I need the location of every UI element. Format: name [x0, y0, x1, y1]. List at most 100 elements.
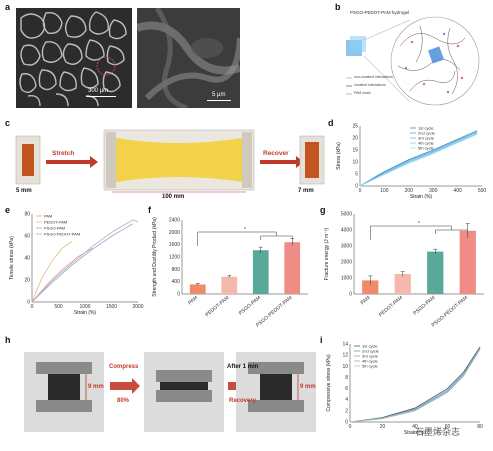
compression-illustration — [24, 352, 316, 432]
legend-label-1: 1st cycle — [418, 125, 434, 130]
y-tick-label: 4000 — [341, 228, 352, 234]
sem-porous-texture — [16, 8, 132, 108]
panel-label-a: a — [5, 2, 11, 12]
legend-label-2: 2nd cycle — [362, 348, 380, 353]
significance-bracket-inner — [435, 229, 468, 234]
legend-noncovalent: non-covalent interactions — [354, 75, 393, 79]
y-tick-label: 0 — [349, 292, 352, 298]
category-label-2: PEDOT-PAM — [378, 295, 404, 318]
bar-3 — [252, 250, 269, 294]
x-tick-label: 0 — [359, 188, 362, 194]
category-label-4: PSGO-PEDOT-PAM — [431, 295, 469, 329]
category-label-1: PAM — [187, 295, 199, 306]
significance-bracket — [197, 231, 277, 246]
compression-photo-row: 9 mm Compress 80% After 1 min Recovery 9… — [12, 340, 317, 446]
legend-label-5: 5th cycle — [362, 363, 379, 368]
x-axis-title: Strain (%) — [404, 430, 427, 436]
x-axis-title: Strain (%) — [410, 194, 433, 200]
legend-label-3: 3rd cycle — [418, 135, 435, 140]
schematic-drawing — [346, 16, 480, 106]
y-axis-title: Compressive stress (kPa) — [326, 354, 332, 412]
bar-1 — [362, 280, 379, 294]
x-tick-label: 500 — [54, 304, 63, 310]
y-tick-label: 25 — [352, 124, 358, 130]
x-tick-label: 300 — [429, 188, 438, 194]
x-tick-label: 100 — [380, 188, 389, 194]
compress-percent: 80% — [117, 398, 130, 404]
schematic-title: PSGO-PEDOT-PAM hydrogel — [350, 10, 410, 15]
legend-label-1: 1st cycle — [362, 343, 378, 348]
series-line-5 — [359, 134, 478, 187]
x-tick-label: 400 — [453, 188, 462, 194]
panel-label-i: i — [320, 335, 323, 345]
series-line-1 — [359, 130, 478, 187]
watermark: 石墨烯杂志 — [415, 427, 461, 437]
y-tick-label: 15 — [352, 148, 358, 154]
bar-1 — [189, 284, 206, 294]
series-line-1 — [349, 346, 481, 423]
y-tick-label: 0 — [355, 184, 358, 190]
y-tick-label: 6 — [345, 386, 348, 392]
significance-mark: * — [418, 221, 420, 227]
legend-label-2: 2nd cycle — [418, 130, 436, 135]
series-line-3 — [31, 223, 134, 303]
y-tick-label: 3000 — [341, 244, 352, 250]
significance-mark: * — [244, 227, 246, 233]
y-tick-label: 40 — [24, 256, 30, 262]
legend-pam-chain: PAM chain — [354, 91, 371, 95]
after-time-label: After 1 min — [227, 364, 259, 370]
legend-label-4: PSGO-PEDOT-PAM — [44, 231, 80, 236]
recovery-label: Recovery — [229, 398, 257, 404]
x-tick-label: 1500 — [106, 304, 117, 310]
panel-label-c: c — [5, 118, 11, 128]
scale-bar-2 — [207, 100, 231, 101]
category-label-2: PEDOT-PAM — [204, 295, 230, 318]
y-tick-label: 1600 — [169, 242, 180, 248]
category-label-1: PAM — [360, 295, 372, 306]
schematic-hydrogel: PSGO-PEDOT-PAM hydrogel non-covalent int… — [340, 6, 490, 111]
recover-label: Recover — [263, 150, 289, 157]
series-line-5 — [349, 349, 481, 423]
height-start: 9 mm — [88, 384, 104, 390]
chart-f-strength-ductility: 0 400 800 1200 1600 2000 2400 PAM PEDOT-PAM PSGO-… — [152, 217, 308, 329]
x-tick-label: 0 — [349, 424, 352, 430]
y-tick-label: 8 — [345, 375, 348, 381]
x-tick-label: 0 — [31, 304, 34, 310]
panel-label-e: e — [5, 205, 11, 215]
length-end: 7 mm — [298, 188, 314, 194]
y-tick-label: 0 — [345, 420, 348, 426]
stretch-photo-row: Stretch Recover 5 mm 100 mm 7 mm — [12, 126, 327, 204]
x-tick-label: 20 — [380, 424, 386, 430]
series-line-4 — [31, 219, 139, 303]
x-axis-title: Strain (%) — [74, 310, 97, 316]
y-tick-label: 0 — [177, 292, 180, 298]
length-start: 5 mm — [16, 188, 32, 194]
significance-bracket — [370, 225, 452, 240]
y-tick-label: 2000 — [169, 230, 180, 236]
y-axis-title: Tensile stress (kPa) — [9, 236, 15, 280]
legend-label-3: 3rd cycle — [362, 353, 379, 358]
bar-2 — [221, 276, 238, 294]
compress-label: Compress — [109, 364, 139, 370]
y-tick-label: 20 — [24, 278, 30, 284]
y-tick-label: 2000 — [341, 260, 352, 266]
y-tick-label: 1200 — [169, 255, 180, 261]
scale-label-1: 300 μm — [88, 88, 109, 94]
y-tick-label: 2400 — [169, 218, 180, 224]
sem-image-porous: 300 μm — [16, 8, 132, 108]
series-line-2 — [31, 241, 73, 303]
legend-covalent: covalent interactions — [354, 83, 386, 87]
series-line-2 — [359, 131, 478, 187]
stretch-label: Stretch — [52, 150, 75, 157]
legend-label-4: 4th cycle — [362, 358, 379, 363]
y-tick-label: 5000 — [341, 212, 352, 218]
sem-image-zoom: 5 μm — [137, 8, 240, 108]
y-tick-label: 10 — [342, 364, 348, 370]
height-end: 9 mm — [300, 384, 316, 390]
y-axis-title: Stress (kPa) — [336, 142, 342, 170]
y-tick-label: 400 — [172, 279, 181, 285]
bar-2 — [394, 274, 411, 294]
significance-bracket-inner — [260, 235, 293, 240]
